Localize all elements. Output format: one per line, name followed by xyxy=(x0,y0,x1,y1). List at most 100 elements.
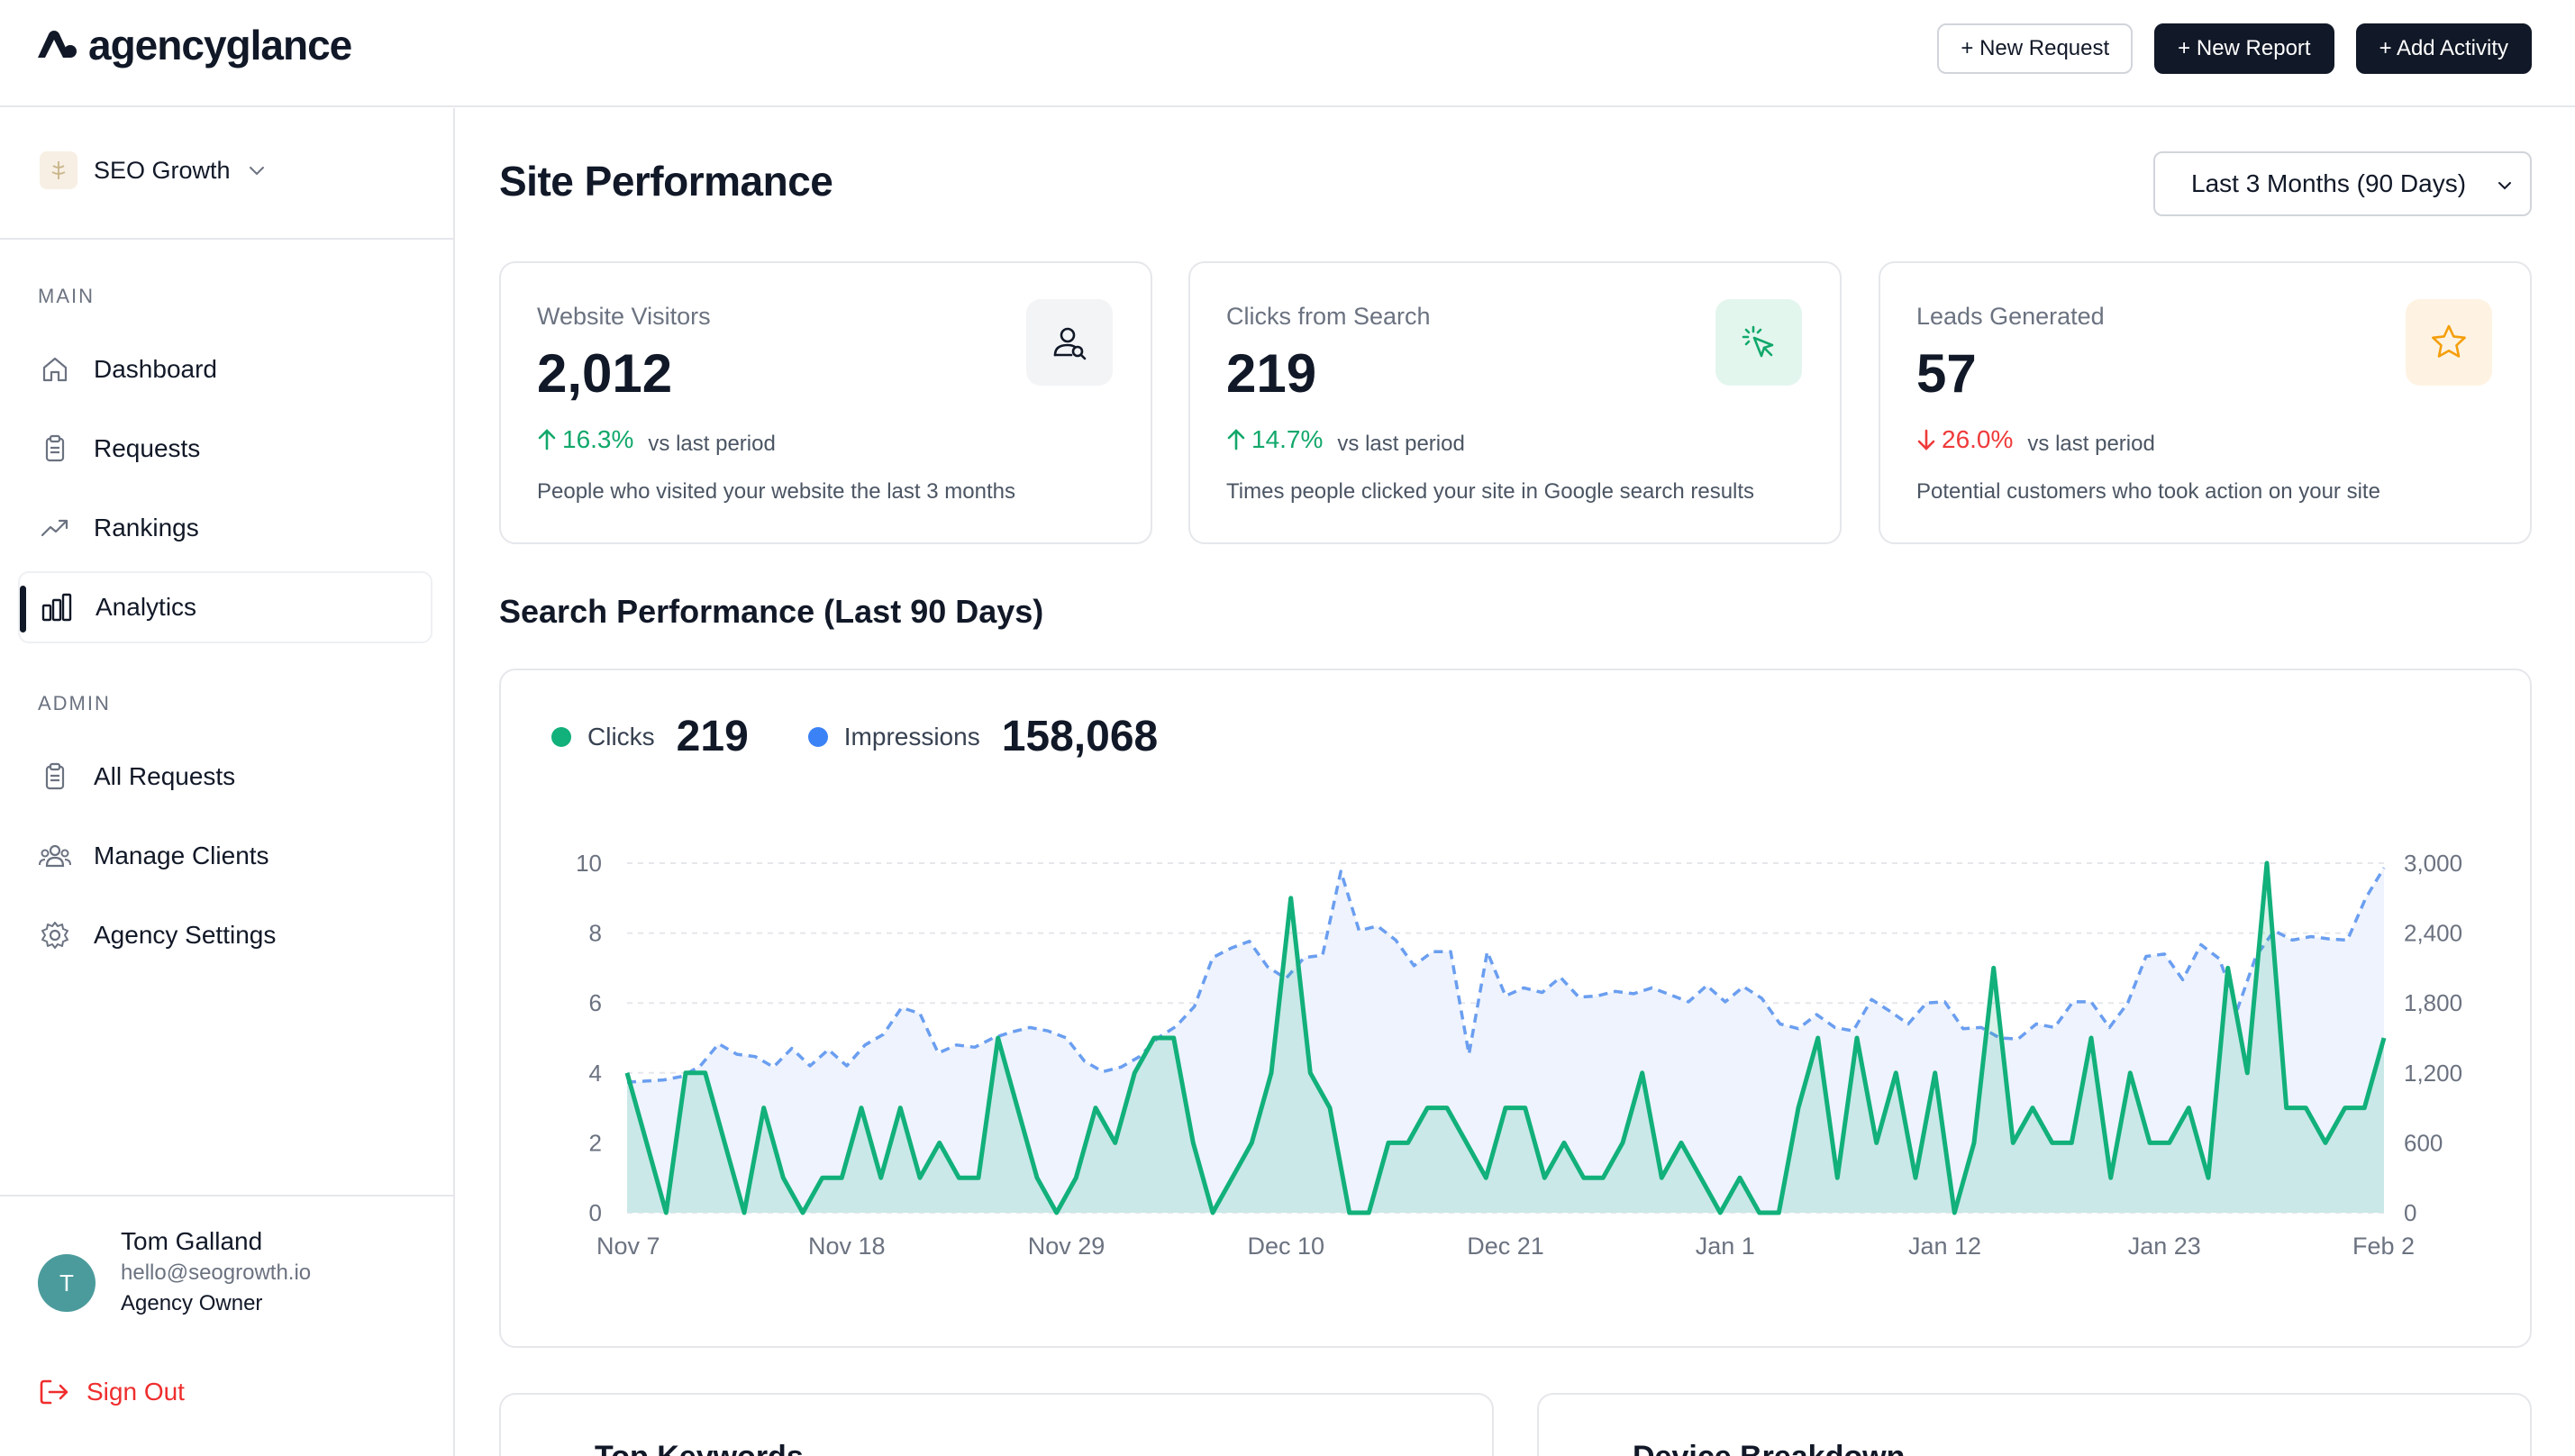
x-tick-label: Jan 23 xyxy=(2128,1233,2201,1260)
x-tick-label: Dec 10 xyxy=(1247,1233,1324,1260)
header-actions: + New Request + New Report + Add Activit… xyxy=(1937,23,2532,74)
sidebar-item-agency-settings[interactable]: Agency Settings xyxy=(18,899,432,971)
kpi-description: Times people clicked your site in Google… xyxy=(1226,479,1755,504)
sidebar-item-requests[interactable]: Requests xyxy=(18,413,432,485)
y-right-tick-label: 3,000 xyxy=(2404,850,2462,877)
user-search-icon xyxy=(1026,299,1113,386)
sign-out-label: Sign Out xyxy=(86,1378,185,1406)
admin-section-label: ADMIN xyxy=(38,692,111,714)
sidebar-item-analytics[interactable]: Analytics xyxy=(18,571,432,643)
user-role: Agency Owner xyxy=(121,1291,263,1315)
kpi-change-value: 14.7% xyxy=(1251,425,1324,453)
logo-text: agencyglance xyxy=(88,22,352,68)
workspace-name: SEO Growth xyxy=(94,156,231,184)
kpi-change: 16.3% vs last period xyxy=(537,425,776,457)
top-bar: agencyglance + New Request + New Report … xyxy=(0,0,2575,107)
kpi-value: 219 xyxy=(1226,343,1317,404)
x-tick-label: Jan 1 xyxy=(1696,1233,1755,1260)
search-performance-chart: 0 2 4 6 8 10 0 600 1,200 1,800 2,400 3,000 Nov 7 Nov … xyxy=(576,850,2462,1260)
x-tick-label: Nov 18 xyxy=(808,1233,886,1260)
logo[interactable]: agencyglance xyxy=(36,20,352,70)
chart-legend: Clicks 219 Impressions 158,068 xyxy=(551,712,1217,761)
logo-mark-icon xyxy=(38,31,77,58)
sidebar-item-all-requests[interactable]: All Requests xyxy=(18,741,432,813)
y-left-tick-label: 4 xyxy=(589,1060,602,1087)
legend-label-clicks: Clicks xyxy=(587,722,655,751)
sidebar-item-label: Requests xyxy=(94,434,201,462)
top-keywords-card: Top Keywords xyxy=(499,1393,1494,1456)
sidebar-item-rankings[interactable]: Rankings xyxy=(18,492,432,564)
kpi-change-value: 26.0% xyxy=(1942,425,2014,453)
kpi-label: Clicks from Search xyxy=(1226,303,1431,330)
page-title: Site Performance xyxy=(499,158,833,205)
kpi-card-visitors: Website Visitors 2,012 16.3% vs last per… xyxy=(499,261,1152,544)
y-right-tick-label: 0 xyxy=(2404,1199,2416,1226)
sidebar-item-label: Dashboard xyxy=(94,355,217,383)
gear-icon xyxy=(38,918,72,952)
legend-value-clicks: 219 xyxy=(676,713,749,760)
kpi-card-leads: Leads Generated 57 26.0% vs last period … xyxy=(1879,261,2532,544)
legend-value-impressions: 158,068 xyxy=(1001,713,1159,760)
y-right-tick-label: 1,800 xyxy=(2404,989,2462,1016)
avatar: T xyxy=(38,1254,96,1312)
x-tick-label: Dec 21 xyxy=(1467,1233,1544,1260)
device-breakdown-card: Device Breakdown xyxy=(1537,1393,2532,1456)
home-icon xyxy=(38,352,72,387)
user-email: hello@seogrowth.io xyxy=(121,1260,312,1285)
sidebar-divider xyxy=(0,1195,455,1197)
kpi-change-value: 16.3% xyxy=(562,425,634,453)
sign-out-icon xyxy=(40,1379,68,1405)
sidebar-item-dashboard[interactable]: Dashboard xyxy=(18,333,432,405)
date-range-value: Last 3 Months (90 Days) xyxy=(2191,169,2467,197)
kpi-description: Potential customers who took action on y… xyxy=(1916,479,2380,504)
x-tick-label: Nov 7 xyxy=(596,1233,660,1260)
cursor-click-icon xyxy=(1715,299,1802,386)
x-tick-label: Nov 29 xyxy=(1028,1233,1106,1260)
sign-out-button[interactable]: Sign Out xyxy=(38,1377,185,1407)
arrow-up-icon xyxy=(538,429,556,450)
kpi-value: 2,012 xyxy=(537,343,673,404)
users-icon xyxy=(38,839,72,873)
kpi-change-percent: 26.0% xyxy=(1916,425,2013,454)
date-range-select[interactable]: Last 3 Months (90 Days) xyxy=(2153,151,2532,216)
user-name: Tom Galland xyxy=(121,1227,263,1255)
x-tick-label: Feb 2 xyxy=(2352,1233,2415,1260)
user-profile[interactable]: T Tom Galland hello@seogrowth.io Agency … xyxy=(38,1225,311,1319)
star-icon xyxy=(2406,299,2492,386)
y-right-tick-label: 1,200 xyxy=(2404,1060,2462,1087)
sidebar-item-manage-clients[interactable]: Manage Clients xyxy=(18,820,432,892)
arrow-up-icon xyxy=(1227,429,1245,450)
search-performance-chart-card: Clicks 219 Impressions 158,068 0 2 4 6 8 10 0 6… xyxy=(499,669,2532,1348)
main-section-label: MAIN xyxy=(38,285,95,307)
legend-label-impressions: Impressions xyxy=(843,722,980,751)
kpi-change-percent: 14.7% xyxy=(1226,425,1323,454)
y-right-tick-label: 2,400 xyxy=(2404,920,2462,947)
new-report-button[interactable]: + New Report xyxy=(2154,23,2334,74)
sidebar-item-label: Rankings xyxy=(94,514,199,541)
sidebar-item-label: Manage Clients xyxy=(94,842,269,869)
clipboard-icon xyxy=(38,432,72,466)
kpi-vs-label: vs last period xyxy=(1337,432,1465,456)
bar-chart-icon xyxy=(40,590,74,624)
section-title-search-performance: Search Performance (Last 90 Days) xyxy=(499,593,1044,630)
trending-up-icon xyxy=(38,511,72,545)
x-tick-label: Jan 12 xyxy=(1908,1233,1981,1260)
chevron-down-icon xyxy=(249,167,264,176)
kpi-label: Leads Generated xyxy=(1916,303,2105,330)
sidebar: SEO Growth MAIN Dashboard Requests Ranki… xyxy=(0,108,455,1456)
workspace-switcher[interactable]: SEO Growth xyxy=(40,151,267,189)
y-left-tick-label: 0 xyxy=(589,1199,602,1226)
device-breakdown-title: Device Breakdown xyxy=(1633,1440,1905,1456)
y-left-tick-label: 8 xyxy=(589,920,602,947)
sidebar-item-label: Agency Settings xyxy=(94,921,277,949)
clicks-legend-dot xyxy=(551,726,571,747)
new-request-button[interactable]: + New Request xyxy=(1937,23,2134,74)
kpi-change-percent: 16.3% xyxy=(537,425,633,454)
add-activity-button[interactable]: + Add Activity xyxy=(2355,23,2532,74)
kpi-vs-label: vs last period xyxy=(2027,432,2155,456)
y-left-tick-label: 6 xyxy=(589,989,602,1016)
y-left-tick-label: 2 xyxy=(589,1129,602,1156)
sidebar-item-label: All Requests xyxy=(94,762,236,790)
sidebar-item-label: Analytics xyxy=(96,593,197,621)
kpi-label: Website Visitors xyxy=(537,303,711,330)
